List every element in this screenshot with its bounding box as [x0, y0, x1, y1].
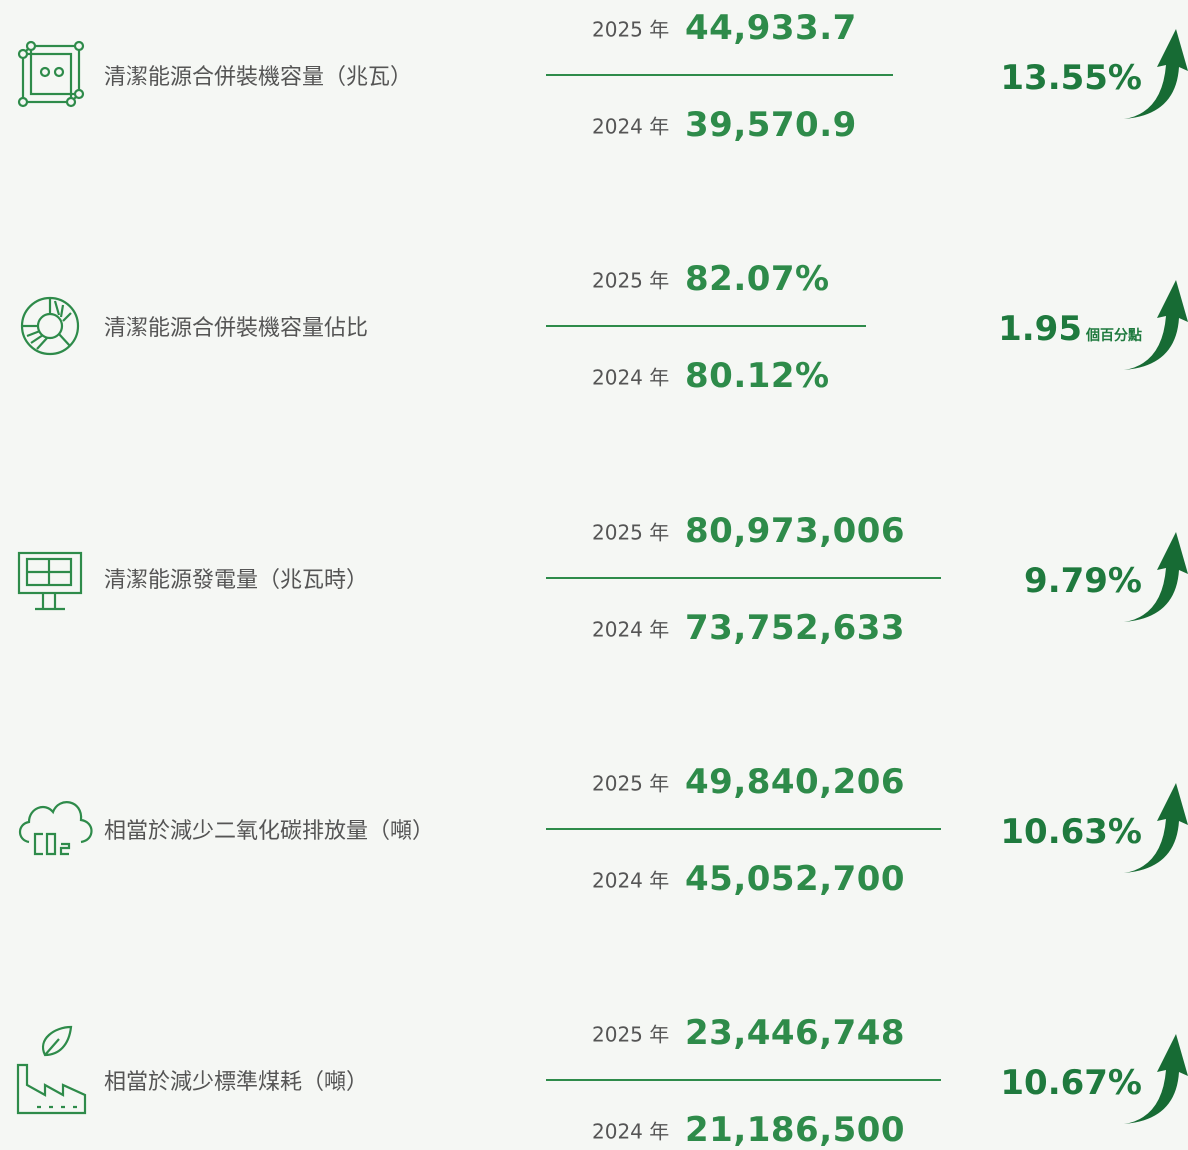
value: 73,752,633 [685, 607, 906, 648]
value: 82.07% [685, 259, 830, 300]
icon-co2 [18, 801, 93, 856]
value: 45,052,700 [685, 858, 906, 899]
change-value: 9.79% [1024, 560, 1142, 601]
year: 2025 年 [592, 520, 670, 545]
up-arrow [1124, 280, 1188, 371]
value: 21,186,500 [685, 1110, 906, 1150]
up-arrow [1124, 531, 1188, 622]
divider [546, 576, 941, 579]
year: 2025 年 [592, 771, 670, 796]
change-value: 13.55% [1000, 58, 1142, 98]
row-label: 清潔能源合併裝機容量（兆瓦） [104, 65, 413, 90]
change-value: 1.95 [998, 309, 1082, 350]
change-value: 10.67% [1000, 1063, 1142, 1104]
value: 39,570.9 [685, 105, 857, 145]
divider [546, 74, 893, 76]
row-label: 相當於減少二氧化碳排放量（噸） [104, 818, 435, 844]
year: 2024 年 [592, 868, 670, 893]
year: 2024 年 [592, 114, 670, 139]
up-arrow [1124, 1034, 1188, 1125]
row-label: 清潔能源合併裝機容量佔比 [104, 316, 369, 342]
value: 49,840,206 [685, 761, 906, 802]
change-value: 10.63% [1000, 811, 1142, 852]
change-unit: 個百分點 [1086, 328, 1142, 345]
change: 10.67% [1000, 1063, 1142, 1103]
row-label: 相當於減少標準煤耗（噸） [104, 1070, 369, 1096]
value: 80,973,006 [685, 510, 906, 551]
up-arrow [1124, 29, 1188, 119]
year: 2024 年 [592, 365, 670, 390]
change: 10.63% [1000, 812, 1142, 852]
divider [546, 827, 941, 830]
year: 2025 年 [592, 1022, 670, 1047]
value: 23,446,748 [685, 1013, 906, 1054]
icon-solar [17, 551, 83, 611]
year: 2025 年 [592, 17, 670, 42]
change: 9.79% [1024, 561, 1142, 601]
row-label: 清潔能源發電量（兆瓦時） [104, 567, 369, 593]
icon-grid [17, 40, 85, 108]
year: 2025 年 [592, 268, 670, 293]
up-arrow [1124, 782, 1188, 873]
icon-factory [16, 1025, 87, 1115]
year: 2024 年 [592, 1119, 670, 1144]
year: 2024 年 [592, 617, 670, 642]
divider [546, 1079, 941, 1082]
divider [546, 325, 866, 328]
value: 44,933.7 [685, 8, 857, 48]
value: 80.12% [685, 356, 830, 397]
change: 1.95 個百分點 [998, 309, 1142, 349]
icon-pie [20, 296, 80, 356]
change: 13.55% [1000, 58, 1142, 98]
